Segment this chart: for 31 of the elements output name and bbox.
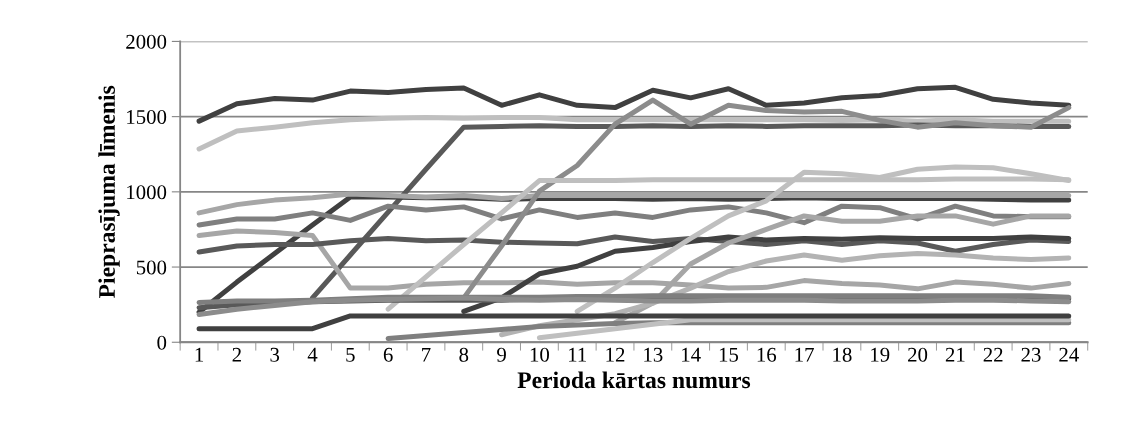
y-tick-label: 2000 xyxy=(126,34,167,49)
x-tick-label: 5 xyxy=(346,347,355,362)
x-tick-label: 23 xyxy=(1021,347,1041,362)
y-tick-label: 0 xyxy=(157,335,167,350)
x-tick-label: 3 xyxy=(270,347,280,362)
x-tick-label: 18 xyxy=(833,347,852,362)
x-tick-label: 13 xyxy=(644,347,663,362)
x-tick-label: 14 xyxy=(682,347,701,362)
x-tick-label: 19 xyxy=(871,347,890,362)
y-tick-label: 1500 xyxy=(127,110,167,125)
x-tick-label: 22 xyxy=(983,347,1003,362)
y-tick-label: 500 xyxy=(136,260,167,275)
x-tick-label: 16 xyxy=(757,347,777,362)
x-tick-label: 4 xyxy=(307,347,318,362)
x-axis-title: Perioda kārtas numurs xyxy=(517,371,751,389)
x-tick-label: 6 xyxy=(383,347,393,362)
x-tick-label: 17 xyxy=(795,347,814,362)
x-tick-label: 21 xyxy=(945,347,965,362)
x-tick-label: 20 xyxy=(908,347,928,362)
x-tick-label: 12 xyxy=(606,347,625,362)
x-tick-label: 2 xyxy=(232,347,241,362)
x-tick-label: 24 xyxy=(1059,347,1079,362)
y-tick-label: 1000 xyxy=(127,185,167,200)
x-tick-label: 10 xyxy=(530,347,550,362)
x-tick-label: 7 xyxy=(422,347,431,362)
x-tick-label: 9 xyxy=(497,347,506,362)
x-tick-label: 15 xyxy=(719,347,739,362)
x-tick-label: 8 xyxy=(459,347,469,362)
y-axis-title: Pieprasījuma līmenis xyxy=(98,85,120,299)
x-tick-label: 11 xyxy=(569,347,586,362)
x-tick-label: 1 xyxy=(195,347,204,362)
